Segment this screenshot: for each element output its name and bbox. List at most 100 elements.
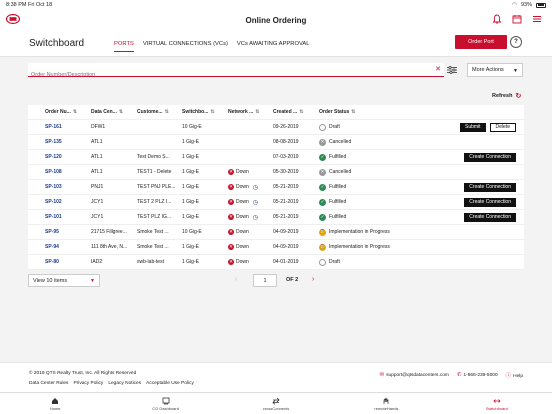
bottom-tab-bar: Home CO Dashboard crossConnects remoteHa… [0,392,552,414]
row-actions: Create Connection [464,182,516,192]
data-center-cell: ATL1 [91,139,103,145]
support-phone-link[interactable]: ✆ 1-866-239-5000 [456,372,498,378]
status-time: 8:38 PM Fri Oct 18 [6,2,53,8]
table-header: Order Nu... ⇅ Data Cen... ⇅ Custome... ⇅ Sw… [28,105,524,120]
sort-icon: ⇅ [72,109,78,115]
column-header-data-center[interactable]: Data Cen... ⇅ [91,109,124,115]
network-status: ✕ Down [228,259,249,265]
table-row[interactable]: SP-95 21715 Fillgree... Smoke Test ... 1… [28,225,524,240]
table-row[interactable]: SP-102 JCY1 TEST 2 PLZ I... 1 Gig-E ✕ Dow… [28,195,524,210]
column-header-network[interactable]: Network ... ⇅ [228,109,260,115]
page-size-dropdown[interactable]: View 10 items ▼ [28,274,100,287]
order-number-link[interactable]: SP-161 [45,124,62,130]
calendar-icon[interactable] [512,14,522,24]
order-status-cell: ⌛ Implementation in Progress [319,243,390,251]
customer-cell: TEST PNJ PLE... [137,184,176,190]
customer-cell: TEST 2 PLZ I... [137,199,172,205]
order-number-link[interactable]: SP-103 [45,184,62,190]
data-center-cell: 111 8th Ave, N... [91,244,128,250]
network-down-icon: ✕ [228,214,234,220]
bell-icon[interactable] [492,14,502,24]
search-input[interactable] [28,68,418,82]
network-status: ✕ Down [228,244,249,250]
row-actions: Create Connection [464,152,516,162]
menu-icon[interactable] [532,14,542,24]
tab-virtual-connections[interactable]: VIRTUAL CONNECTIONS (VCs) [142,41,228,47]
create-connection-button[interactable]: Create Connection [464,182,516,192]
clear-icon[interactable]: ✕ [435,66,441,73]
filter-icon[interactable] [447,66,457,74]
switchboard-cell: 1 Gig-E [182,244,199,250]
table-row[interactable]: SP-161 DFW1 10 Gig-E 09-26-2019 Draft Su… [28,120,524,135]
bottom-tab-cross-connects[interactable]: crossConnects [221,393,331,414]
column-header-customer[interactable]: Custome... ⇅ [137,109,169,115]
data-center-cell: ATL1 [91,169,103,175]
tab-bar: PORTS VIRTUAL CONNECTIONS (VCs) VCs AWAI… [114,41,310,52]
table-row[interactable]: SP-80 IAD2 swb-lab-test 1 Gig-E ✕ Down 04… [28,255,524,270]
order-port-button[interactable]: Order Port [455,35,507,49]
chevron-down-icon: ▼ [90,278,95,284]
qts-logo-icon[interactable] [6,12,20,26]
order-number-link[interactable]: SP-135 [45,139,62,145]
refresh-button[interactable]: Refresh ↻ [492,92,521,100]
tab-vcs-awaiting-approval[interactable]: VCs AWAITING APPROVAL [236,41,310,47]
status-draft-icon [319,123,326,131]
help-link[interactable]: ⓘ Help [505,373,523,379]
support-email-link[interactable]: ✉ support@qtsdatacenters.com [379,372,449,378]
footer-link-privacy-policy[interactable]: Privacy Policy [73,381,104,386]
order-number-link[interactable]: SP-95 [45,229,59,235]
switchboard-cell: 1 Gig-E [182,199,199,205]
column-header-switchboard[interactable]: Switchbo... ⇅ [182,109,215,115]
table-row[interactable]: SP-135 ATL1 1 Gig-E 08-08-2019 ✕ Cancelle… [28,135,524,150]
clock-icon: ◷ [252,184,259,191]
home-icon [52,397,59,404]
row-actions: Create Connection [464,197,516,207]
table-row[interactable]: SP-101 JCY1 TEST PLZ IG... 1 Gig-E ✕ Down… [28,210,524,225]
status-fulfilled-icon: ✓ [319,183,326,191]
tab-ports[interactable]: PORTS [114,41,134,52]
order-status-cell: Draft [319,123,429,131]
table-row[interactable]: SP-103 PNJ1 TEST PNJ PLE... 1 Gig-E ✕ Dow… [28,180,524,195]
data-center-cell: 21715 Fillgree... [91,229,127,235]
column-header-created[interactable]: Created ... ⇅ [273,109,304,115]
create-connection-button[interactable]: Create Connection [464,197,516,207]
clock-icon: ◷ [252,214,259,221]
bottom-tab-co-dashboard[interactable]: CO Dashboard [110,393,220,414]
order-number-link[interactable]: SP-108 [45,169,62,175]
footer-link-data-center-rules[interactable]: Data Center Rules [29,381,69,386]
bottom-tab-remote-hands[interactable]: remoteHands [331,393,441,414]
network-down-icon: ✕ [228,244,234,250]
help-button[interactable]: ? [510,36,522,48]
sort-icon: ⇅ [118,109,124,115]
order-number-link[interactable]: SP-80 [45,259,59,265]
created-cell: 05-21-2019 [273,214,299,220]
order-number-link[interactable]: SP-94 [45,244,59,250]
order-number-link[interactable]: SP-101 [45,214,62,220]
table-row[interactable]: SP-108 ATL1 TEST1 - Delete 1 Gig-E ✕ Down… [28,165,524,180]
status-impl-icon: ⌛ [319,243,326,251]
status-impl-icon: ⌛ [319,228,326,236]
bottom-tab-home[interactable]: Home [0,393,110,414]
bottom-tab-switchboard[interactable]: Switchboard [442,393,552,414]
delete-button[interactable]: Delete [489,122,516,132]
network-down-icon: ✕ [228,169,234,175]
status-draft-icon [319,258,326,266]
created-cell: 04-01-2019 [273,259,299,265]
next-page-icon[interactable]: › [312,276,315,283]
column-header-order-status[interactable]: Order Status ⇅ [319,109,356,115]
page-number-input[interactable]: 1 [253,274,277,287]
footer-link-acceptable-use[interactable]: Acceptable Use Policy [146,381,194,386]
table-row[interactable]: SP-94 111 8th Ave, N... Smoke Test ... 1… [28,240,524,255]
footer-link-legacy-notices[interactable]: Legacy Notices [108,381,142,386]
more-actions-dropdown[interactable]: More Actions ▼ [467,63,523,77]
order-number-link[interactable]: SP-120 [45,154,62,160]
column-header-order-number[interactable]: Order Nu... ⇅ [45,109,78,115]
previous-page-icon[interactable]: ‹ [235,276,238,283]
created-cell: 05-21-2019 [273,199,299,205]
submit-button[interactable]: Submit [459,122,486,132]
create-connection-button[interactable]: Create Connection [464,212,516,222]
create-connection-button[interactable]: Create Connection [464,152,516,162]
order-number-link[interactable]: SP-102 [45,199,62,205]
status-fulfilled-icon: ✓ [319,153,326,161]
table-row[interactable]: SP-120 ATL1 Test Demo S... 1 Gig-E 07-03… [28,150,524,165]
